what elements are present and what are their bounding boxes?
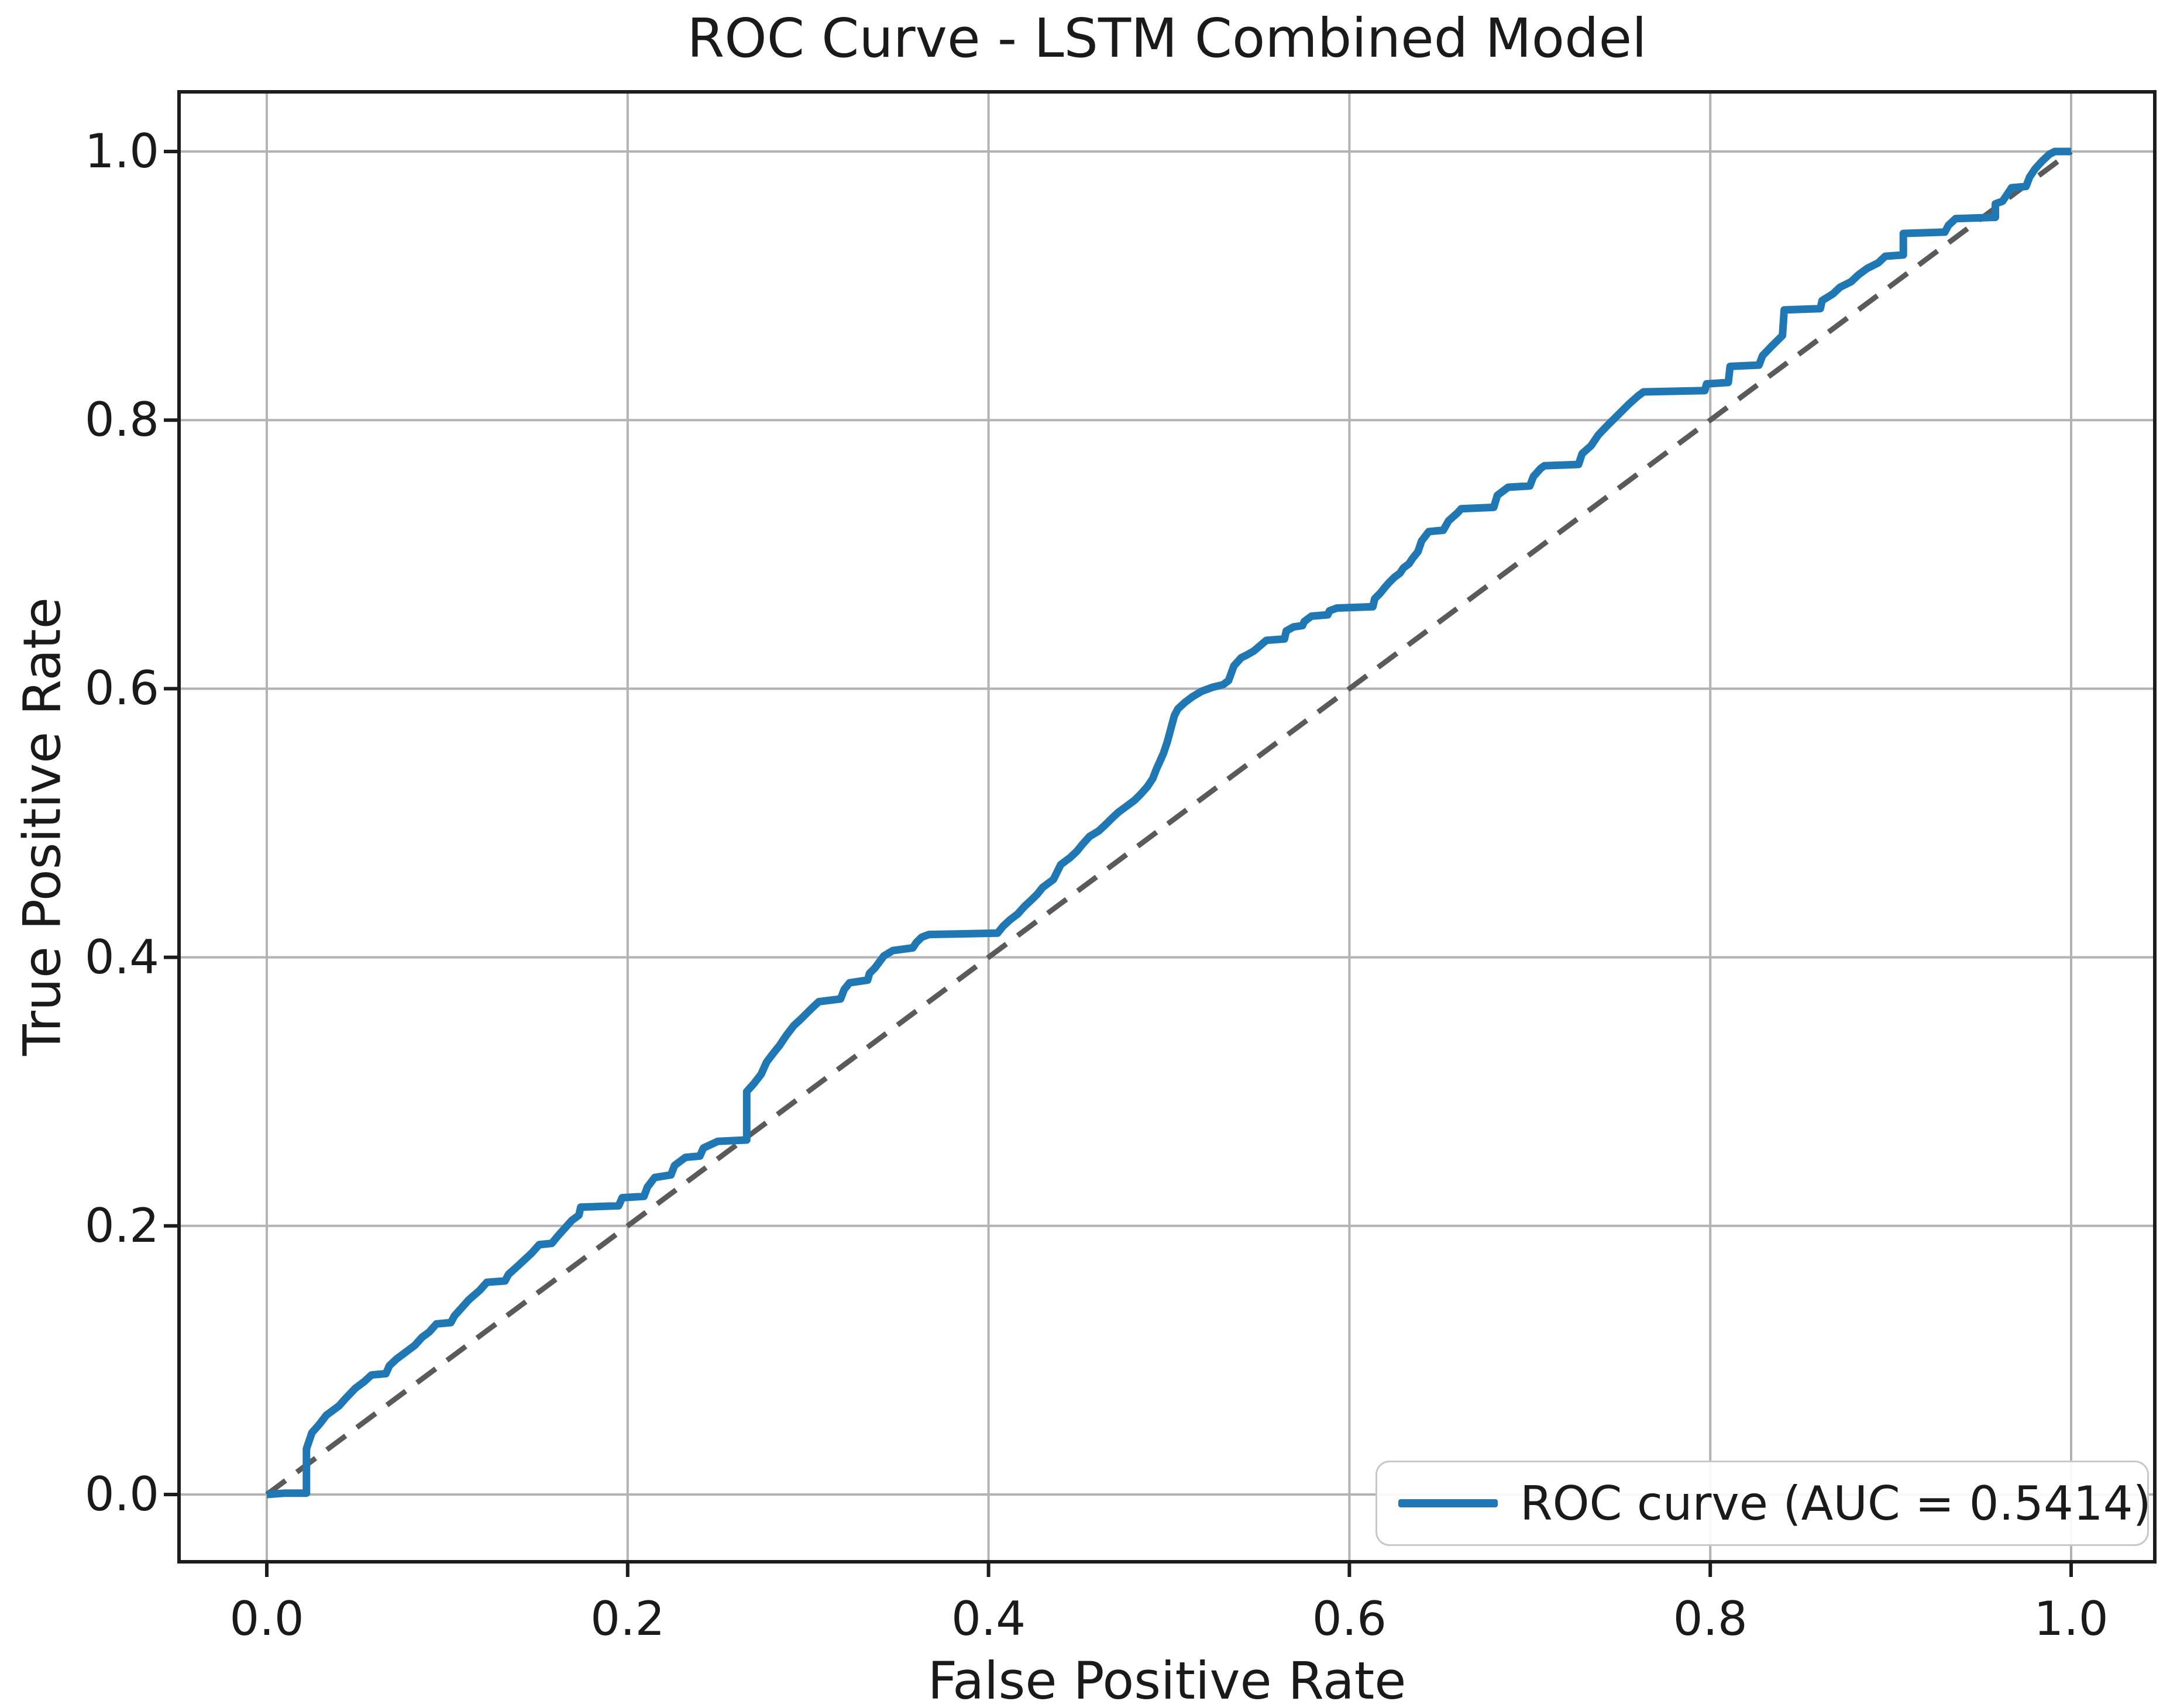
roc-curve-line: [266, 147, 2071, 1499]
chance-diagonal-line: [265, 149, 2073, 1497]
x-tick-label: 0.4: [951, 1592, 1026, 1646]
x-tick-label: 0.6: [1312, 1592, 1387, 1646]
y-tick-label: 1.0: [84, 124, 159, 178]
legend-box: ROC curve (AUC = 0.5414): [1375, 1461, 2151, 1546]
legend-line-sample: [1398, 1499, 1498, 1507]
x-tick-label: 0.0: [229, 1592, 304, 1646]
x-tick-label: 0.8: [1673, 1592, 1748, 1646]
y-tick-label: 0.0: [84, 1467, 159, 1521]
x-tick-label: 1.0: [2034, 1592, 2109, 1646]
chart-title: ROC Curve - LSTM Combined Model: [687, 7, 1647, 70]
x-tick-label: 0.2: [590, 1592, 665, 1646]
plot-border: [177, 90, 2157, 1564]
y-tick-label: 0.6: [84, 661, 159, 716]
legend-label: ROC curve (AUC = 0.5414): [1520, 1476, 2151, 1531]
x-axis-label: False Positive Rate: [927, 1651, 1406, 1708]
y-tick-label: 0.4: [84, 929, 159, 984]
y-tick-label: 0.2: [84, 1198, 159, 1253]
y-tick-label: 0.8: [84, 392, 159, 447]
